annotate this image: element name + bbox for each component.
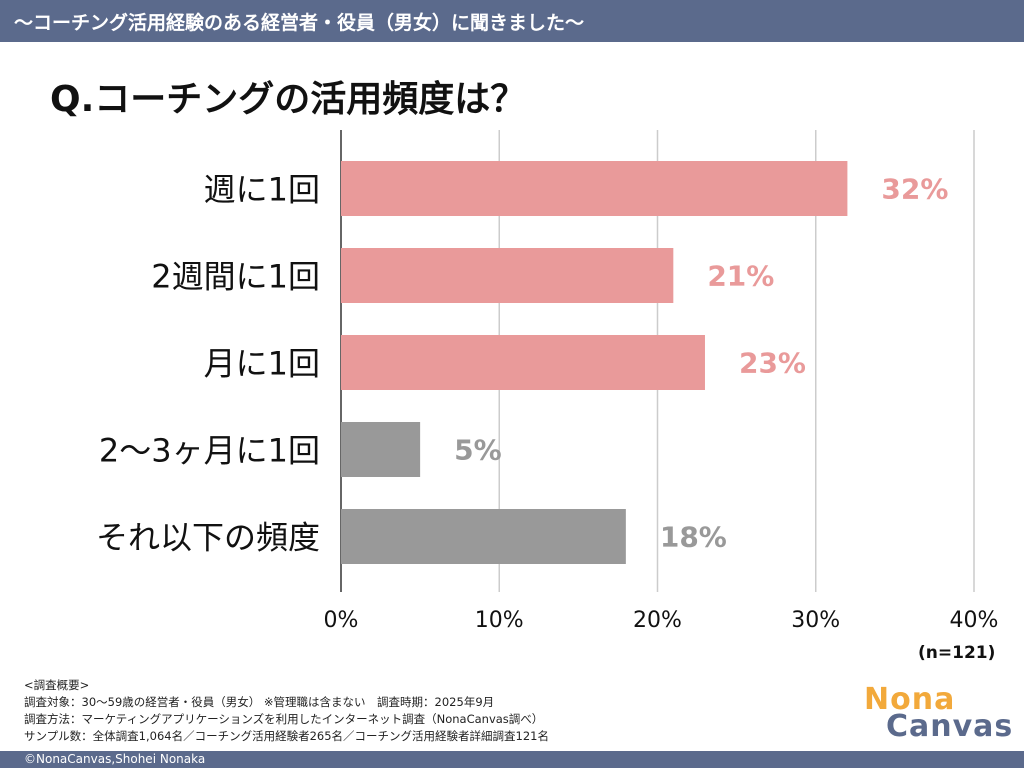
category-label: それ以下の頻度 — [96, 519, 320, 557]
category-label: 月に1回 — [204, 345, 320, 383]
value-label: 32% — [881, 173, 948, 206]
copyright-text: ©NonaCanvas,Shohei Nonaka — [24, 752, 206, 766]
bar-layer — [341, 161, 848, 564]
bar — [341, 509, 626, 564]
value-label: 23% — [739, 347, 806, 380]
x-tick-label: 40% — [950, 608, 999, 633]
header-title: 〜コーチング活用経験のある経営者・役員（男女）に聞きました〜 — [14, 11, 585, 34]
header-banner: 〜コーチング活用経験のある経営者・役員（男女）に聞きました〜 — [0, 0, 1024, 42]
value-label: 21% — [707, 260, 774, 293]
category-label: 週に1回 — [204, 171, 320, 209]
bar — [341, 248, 674, 303]
survey-notes: <調査概要> 調査対象：30〜59歳の経営者・役員（男女） ※管理職は含まない … — [24, 677, 549, 745]
value-label: 5% — [454, 434, 502, 467]
x-tick-label: 10% — [475, 608, 524, 633]
bar — [341, 335, 705, 390]
category-label: 2週間に1回 — [151, 258, 320, 296]
logo-line1: Nona — [864, 682, 956, 717]
value-label: 18% — [660, 521, 727, 554]
footer-bar: ©NonaCanvas,Shohei Nonaka — [0, 751, 1024, 768]
notes-target: 調査対象：30〜59歳の経営者・役員（男女） ※管理職は含まない 調査時期：20… — [24, 695, 495, 709]
x-tick-label: 30% — [791, 608, 840, 633]
category-label: 2〜3ヶ月に1回 — [99, 432, 320, 470]
bar — [341, 161, 848, 216]
x-tick-label: 0% — [324, 608, 359, 633]
bar — [341, 422, 421, 477]
sample-size-label: (n=121) — [918, 643, 996, 663]
notes-method: 調査方法：マーケティングアプリケーションズを利用したインターネット調査（Nona… — [24, 712, 544, 726]
nonacanvas-logo: Nona Canvas — [864, 682, 1014, 744]
notes-samples: サンプル数：全体調査1,064名／コーチング活用経験者265名／コーチング活用経… — [24, 729, 549, 743]
notes-heading: <調査概要> — [24, 678, 90, 692]
question-title: Q.コーチングの活用頻度は？ — [50, 79, 527, 120]
logo-line2: Canvas — [886, 709, 1014, 744]
x-tick-label: 20% — [633, 608, 682, 633]
label-layer: 0% 10% 20% 30% 40% 週に1回 32% 2週間に1回 21% 月に1回 23% 2〜3… — [96, 171, 998, 634]
bar-chart: 0% 10% 20% 30% 40% 週に1回 32% 2週間に1回 21% 月に1回 23% 2〜3… — [96, 130, 998, 634]
